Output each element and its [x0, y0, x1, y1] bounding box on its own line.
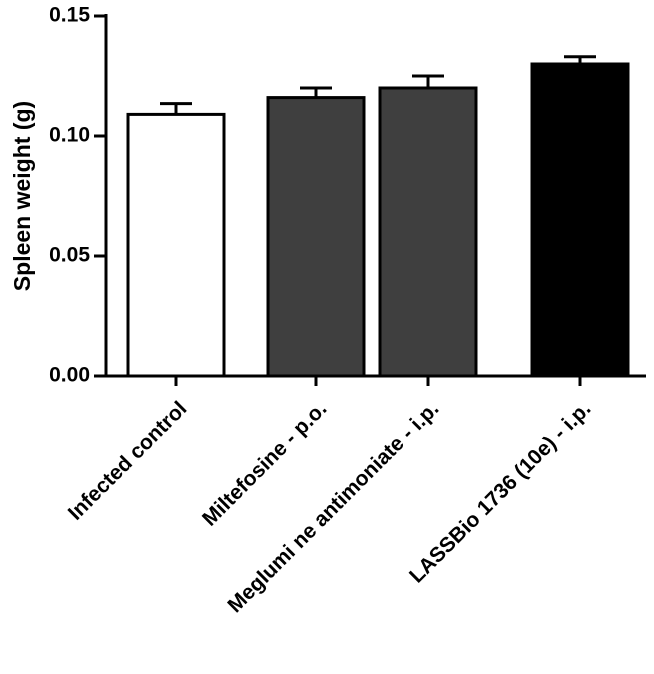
- x-tick-label: Meglumi ne antimoniate - i.p.: [223, 397, 443, 617]
- y-tick-label: 0.00: [49, 364, 90, 387]
- y-tick-label: 0.10: [49, 124, 90, 147]
- y-axis-label: Spleen weight (g): [9, 101, 35, 291]
- x-tick-labels: Infected control Miltefosine - p.o.Meglum…: [64, 397, 596, 617]
- y-tick-label: 0.15: [49, 4, 90, 27]
- bar: [266, 96, 366, 378]
- x-tick-label: Miltefosine - p.o.: [198, 397, 331, 530]
- x-tick-label: LASSBio 1736 (10e) - i.p.: [405, 397, 595, 587]
- bar: [378, 86, 478, 378]
- bar: [126, 112, 226, 378]
- y-ticks: 0.00 0.05 0.10 0.15: [49, 4, 106, 387]
- bars: [126, 55, 630, 378]
- x-ticks: [174, 376, 582, 386]
- y-tick-label: 0.05: [49, 244, 90, 267]
- x-tick-label: Infected control: [64, 397, 192, 525]
- bar: [530, 62, 630, 378]
